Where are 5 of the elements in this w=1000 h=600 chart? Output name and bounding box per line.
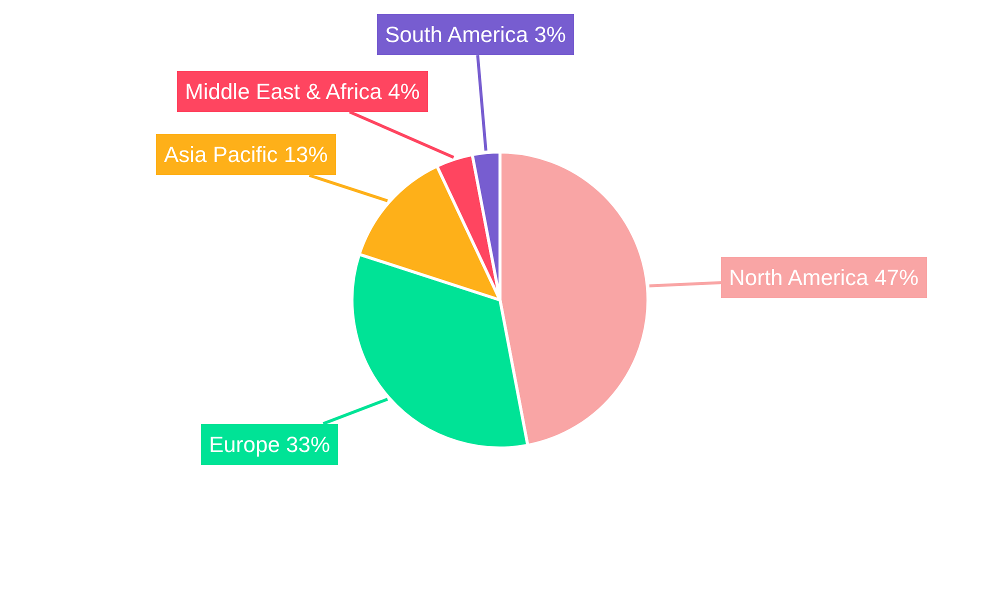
slice-label: Europe 33% [209, 432, 330, 457]
slice-label: Middle East & Africa 4% [185, 79, 420, 104]
slice-label: North America 47% [729, 265, 919, 290]
slice-label: South America 3% [385, 22, 566, 47]
slice-label: Asia Pacific 13% [164, 142, 328, 167]
